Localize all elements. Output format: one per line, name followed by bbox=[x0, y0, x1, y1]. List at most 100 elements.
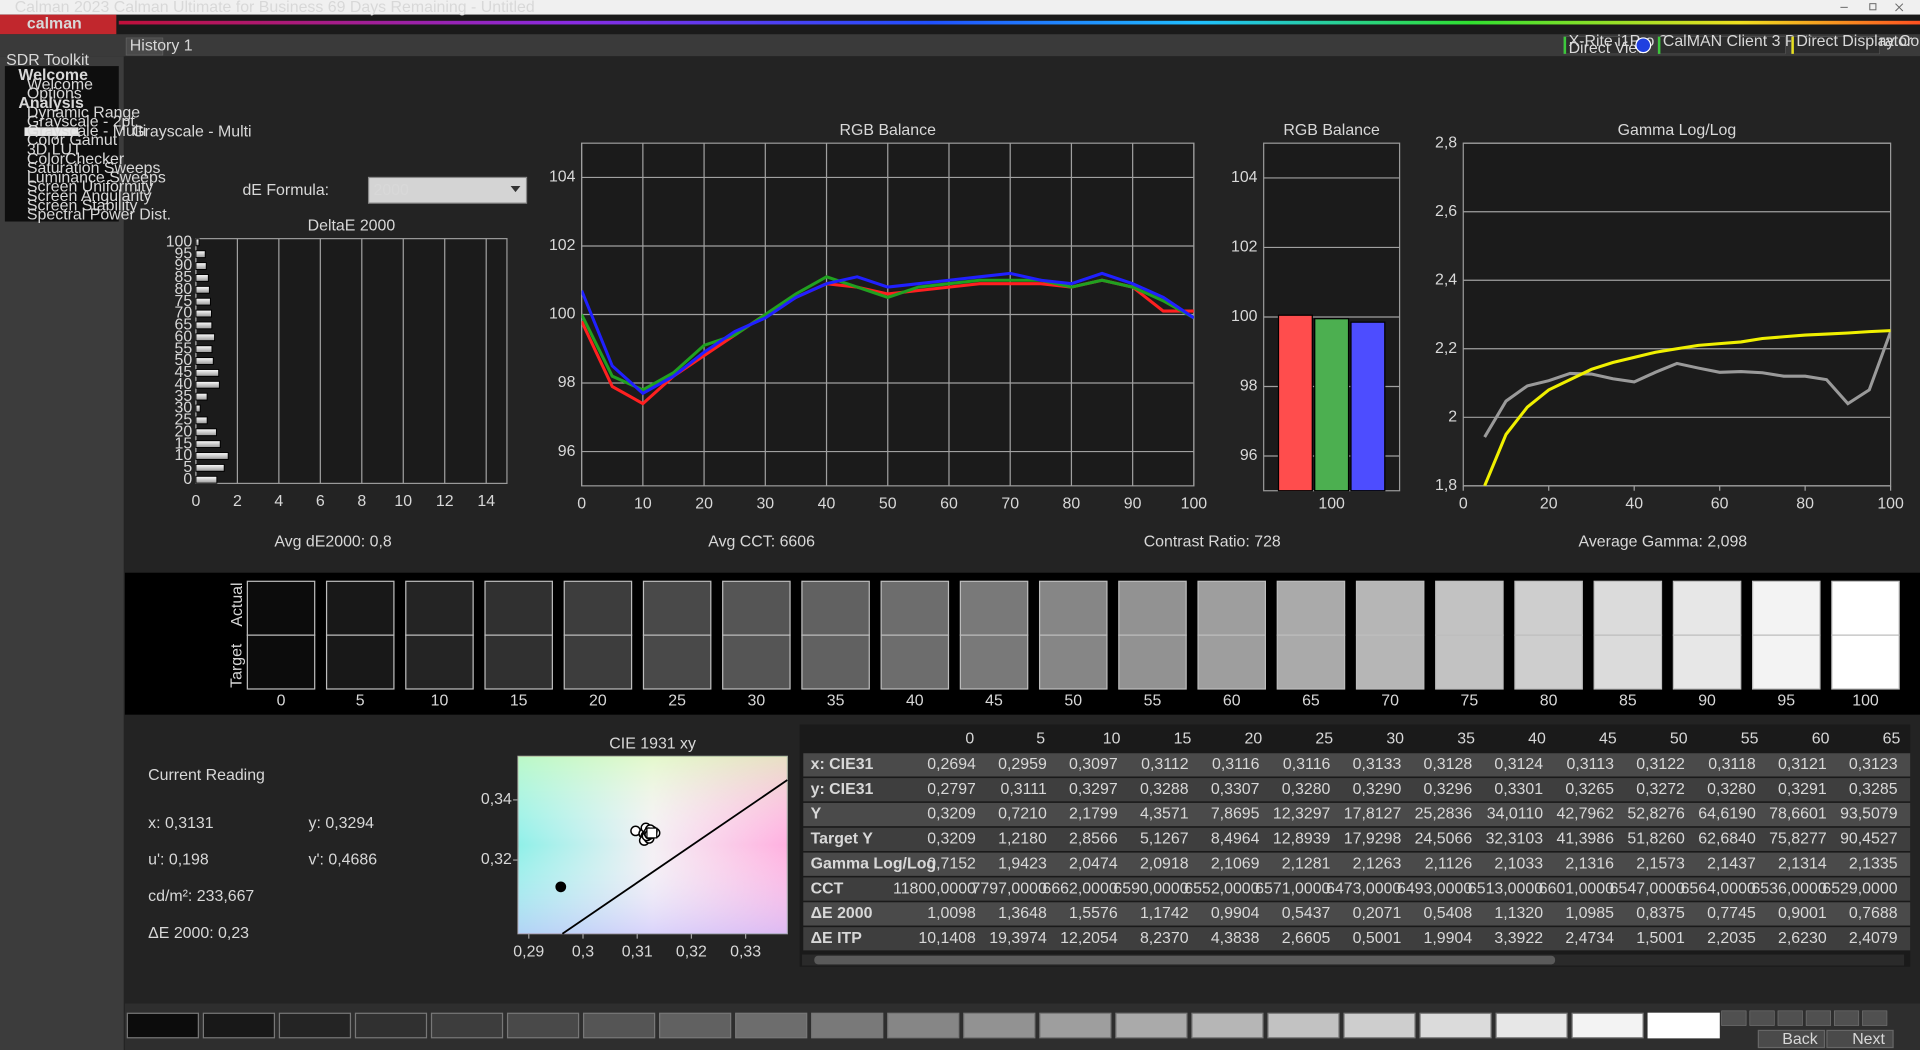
tree-item[interactable]: Saturation Sweeps bbox=[27, 160, 161, 177]
y-tick-label: 25 bbox=[175, 412, 193, 429]
tree-item[interactable]: Screen Angularity bbox=[27, 188, 152, 205]
control-button[interactable] bbox=[1833, 1010, 1860, 1026]
thumbnail[interactable] bbox=[1571, 1012, 1644, 1039]
control-button[interactable] bbox=[1805, 1010, 1831, 1026]
thumbnail[interactable] bbox=[278, 1012, 352, 1039]
tree-item[interactable]: ColorChecker bbox=[27, 151, 125, 168]
control-button[interactable] bbox=[1749, 1010, 1775, 1026]
swatch-actual bbox=[484, 580, 553, 636]
control-button[interactable] bbox=[1777, 1010, 1803, 1026]
tree-item[interactable]: Options bbox=[27, 86, 82, 103]
series-line bbox=[581, 271, 1194, 396]
swatch-label: 0 bbox=[277, 692, 286, 709]
tree-group[interactable]: Welcome bbox=[18, 67, 88, 84]
thumbnail[interactable] bbox=[811, 1012, 884, 1039]
tree-item[interactable]: Dynamic Range bbox=[27, 104, 140, 121]
toolbar-text[interactable]: Direct Display Control bbox=[1796, 33, 1920, 50]
dropdown-arrow[interactable] bbox=[510, 186, 521, 193]
tab-label[interactable]: History 1 bbox=[130, 38, 193, 55]
table-cell: 6513,0000 bbox=[1468, 880, 1543, 897]
swatch-label: 55 bbox=[1144, 692, 1162, 709]
y-tick-label: 30 bbox=[175, 400, 193, 417]
tree-item[interactable]: Screen Stability bbox=[27, 197, 138, 214]
bar bbox=[195, 440, 221, 449]
control-button[interactable] bbox=[1862, 1010, 1888, 1026]
thumbnail[interactable] bbox=[582, 1012, 656, 1039]
table-row bbox=[803, 802, 1911, 827]
tree-item[interactable]: Screen Uniformity bbox=[27, 179, 153, 196]
thumbnail[interactable] bbox=[430, 1012, 504, 1039]
thumbnail[interactable] bbox=[1267, 1012, 1340, 1039]
tree-item[interactable]: Luminance Sweeps bbox=[27, 169, 166, 186]
table-cell: 0,9001 bbox=[1778, 905, 1827, 922]
formula-dropdown[interactable] bbox=[367, 176, 528, 204]
meter-icon[interactable] bbox=[1635, 37, 1652, 54]
measured-point bbox=[555, 881, 567, 893]
tree-item[interactable]: Color Gamut bbox=[27, 132, 118, 149]
window-controls[interactable] bbox=[1840, 3, 1904, 12]
thumbnail[interactable] bbox=[735, 1012, 808, 1039]
thumbnail[interactable] bbox=[963, 1012, 1036, 1039]
thumbnail[interactable] bbox=[1039, 1012, 1112, 1039]
toolbar-accent[interactable] bbox=[1791, 36, 1794, 54]
thumbnail[interactable] bbox=[1419, 1012, 1492, 1039]
tab[interactable] bbox=[125, 37, 164, 56]
swatch-target bbox=[722, 634, 791, 690]
bar bbox=[195, 380, 220, 389]
target-point bbox=[646, 827, 658, 839]
control-button[interactable] bbox=[1721, 1010, 1747, 1026]
nav-button-label[interactable]: Back bbox=[1782, 1031, 1817, 1048]
x-tick-label: 80 bbox=[1063, 495, 1081, 512]
tree-item[interactable]: 3D LUT bbox=[27, 141, 82, 158]
x-tick-label: 0 bbox=[577, 495, 586, 512]
tree-item[interactable]: Welcome bbox=[27, 76, 93, 93]
toolbar-accent[interactable] bbox=[1563, 36, 1567, 54]
thumbnail[interactable] bbox=[126, 1012, 199, 1039]
swatch-actual bbox=[1118, 580, 1187, 636]
x-tick-label: 12 bbox=[436, 493, 454, 510]
table-cell: 62,6840 bbox=[1698, 831, 1756, 848]
tree-item[interactable]: Grayscale - Multi bbox=[27, 123, 146, 140]
table-cell: 0,5408 bbox=[1424, 905, 1473, 922]
toolbar-text[interactable]: Direct View bbox=[1569, 40, 1650, 57]
thumbnail[interactable] bbox=[202, 1012, 276, 1039]
logo-block[interactable] bbox=[0, 14, 117, 35]
scroll-thumb[interactable] bbox=[814, 955, 1556, 965]
table-cell: 0,3285 bbox=[1849, 781, 1898, 798]
tree-selection[interactable] bbox=[24, 127, 79, 136]
reading-value: ΔE 2000: 0,23 bbox=[148, 925, 249, 942]
nav-button[interactable] bbox=[1826, 1029, 1894, 1049]
summary-stat: Average Gamma: 2,098 bbox=[1579, 533, 1748, 550]
nav-button[interactable] bbox=[1757, 1029, 1826, 1049]
y-tick-label: 5 bbox=[183, 459, 192, 476]
swatch-label: 90 bbox=[1698, 692, 1716, 709]
thumbnail[interactable] bbox=[506, 1012, 580, 1039]
thumbnail[interactable] bbox=[1495, 1012, 1568, 1039]
swatch-actual bbox=[959, 580, 1029, 636]
bar bbox=[195, 321, 213, 330]
toolbar-accent[interactable] bbox=[1657, 36, 1661, 54]
thumbnail[interactable] bbox=[1115, 1012, 1188, 1039]
nav-button-label[interactable]: Next bbox=[1852, 1031, 1885, 1048]
formula-value[interactable]: 2000 bbox=[373, 182, 409, 199]
tree-item[interactable]: Grayscale - 2pt bbox=[27, 114, 135, 131]
thumbnail[interactable] bbox=[1647, 1012, 1720, 1039]
logo[interactable]: calman bbox=[27, 16, 82, 33]
x-tick-label: 0,29 bbox=[513, 943, 544, 960]
thumbnail[interactable] bbox=[887, 1012, 960, 1039]
thumbnail[interactable] bbox=[1191, 1012, 1264, 1039]
thumbnail[interactable] bbox=[659, 1012, 732, 1039]
y-tick-label: 95 bbox=[175, 245, 193, 262]
tree-item[interactable]: Spectral Power Dist. bbox=[27, 207, 171, 224]
swatch-actual bbox=[1355, 580, 1425, 636]
thumbnail[interactable] bbox=[1343, 1012, 1416, 1039]
table-cell: 0,8375 bbox=[1636, 905, 1685, 922]
tree-group[interactable]: Analysis bbox=[18, 95, 84, 112]
swatch-target bbox=[246, 634, 316, 690]
window-title: Calman 2023 Calman Ultimate for Business… bbox=[15, 0, 535, 16]
table-cell: 12,2054 bbox=[1060, 930, 1118, 947]
swatch-target bbox=[1038, 634, 1108, 690]
table-cell: 3,3922 bbox=[1494, 930, 1543, 947]
table-row bbox=[803, 902, 1911, 926]
thumbnail[interactable] bbox=[354, 1012, 428, 1039]
